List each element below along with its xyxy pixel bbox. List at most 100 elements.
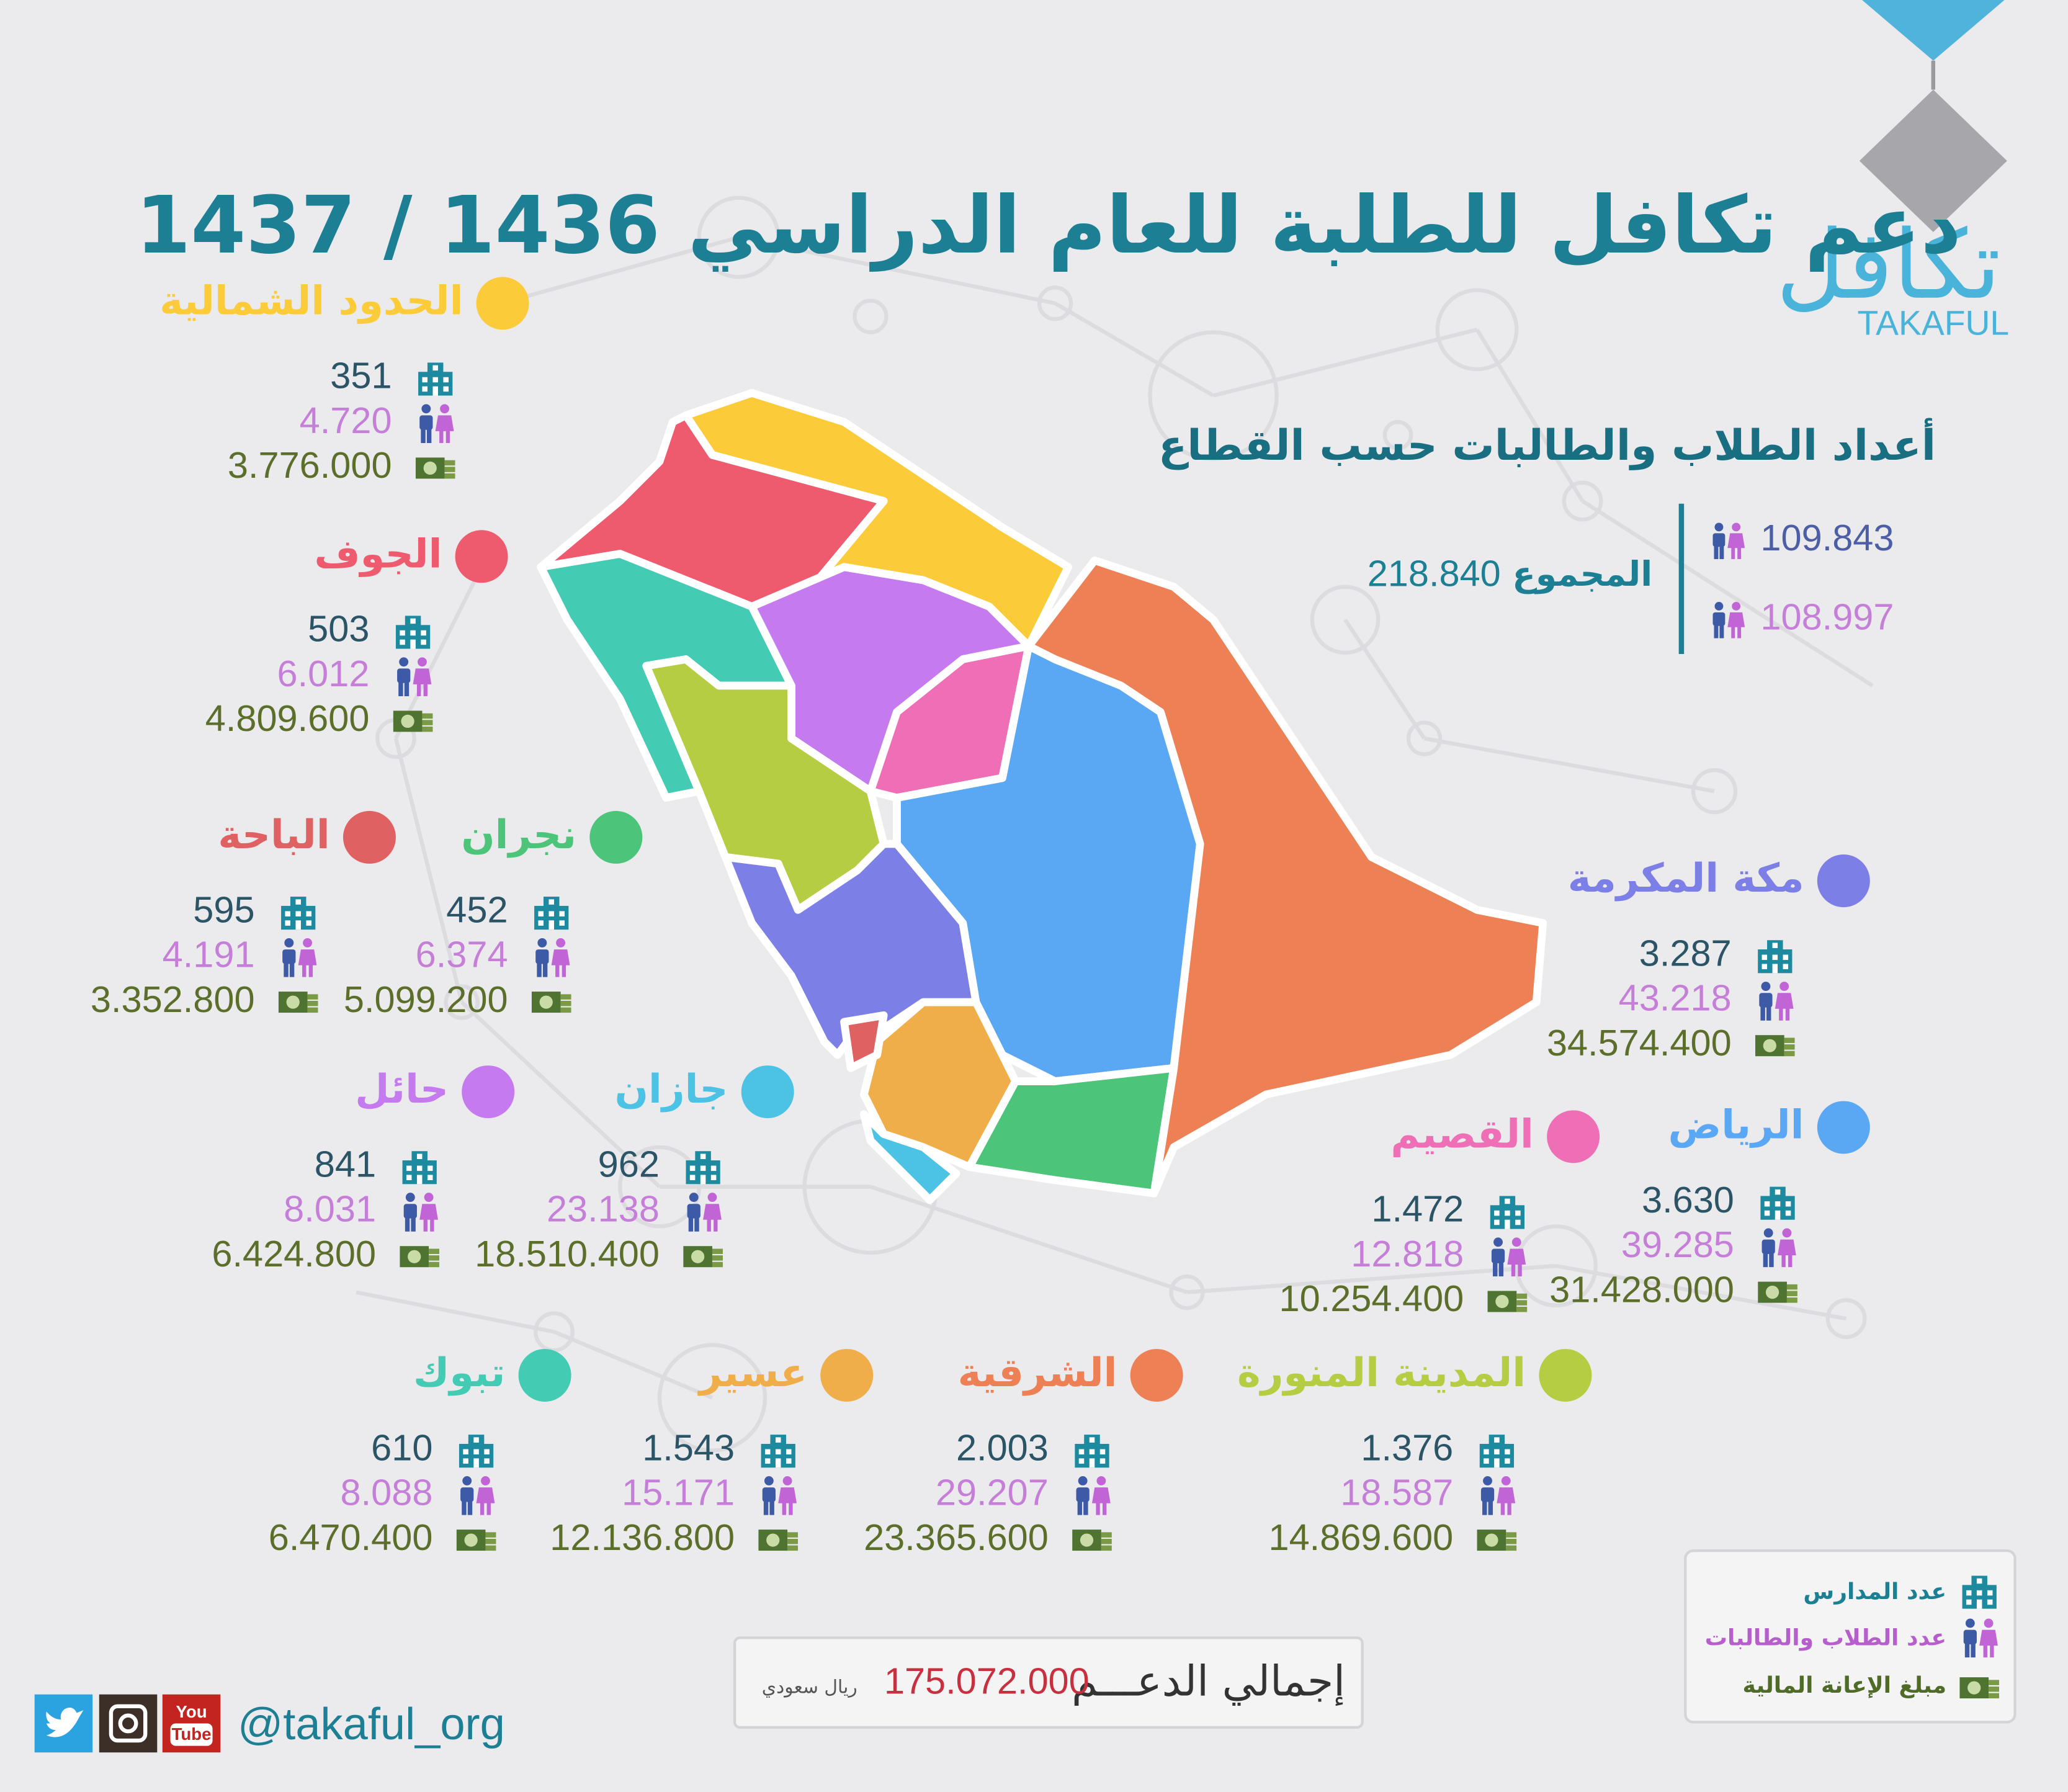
total-count: 218.840 <box>1367 552 1501 594</box>
region-marker <box>1817 1101 1870 1154</box>
region-marker <box>1539 1348 1592 1402</box>
total-support-value: 175.072.000 <box>884 1660 1090 1701</box>
total-support-label: إجمالي الدعـــم <box>1072 1657 1345 1706</box>
schools-value: 1.376 <box>1361 1427 1453 1468</box>
amount-icon <box>1477 1530 1517 1551</box>
twitter-bird <box>46 1707 84 1737</box>
students-value: 18.587 <box>1340 1472 1453 1513</box>
students-icon <box>762 1476 797 1515</box>
region-name: عسير <box>697 1350 807 1396</box>
schools-icon <box>1479 1435 1515 1468</box>
region-marker <box>589 810 643 864</box>
schools-icon <box>281 897 316 930</box>
map <box>537 388 1547 1204</box>
students-value: 4.720 <box>300 400 392 441</box>
legend-icon <box>1959 1677 2000 1699</box>
region-name: القصيم <box>1390 1111 1534 1157</box>
social-handle[interactable]: @takaful_org <box>238 1700 505 1749</box>
amount-icon <box>683 1246 723 1268</box>
students-value: 6.012 <box>277 653 370 694</box>
map-region <box>965 1064 1178 1198</box>
logo: تكافل TAKAFUL <box>1776 0 2009 342</box>
instagram-icon[interactable] <box>99 1694 158 1753</box>
schools-value: 841 <box>315 1143 376 1185</box>
region-name: حائل <box>355 1067 449 1113</box>
schools-value: 610 <box>371 1427 432 1468</box>
schools-value: 962 <box>598 1143 660 1185</box>
region-name: الحدود الشمالية <box>159 278 463 324</box>
amount-value: 12.136.800 <box>550 1516 735 1558</box>
schools-icon <box>418 362 453 396</box>
region-marker <box>476 277 529 330</box>
schools-icon <box>1758 940 1793 974</box>
schools-value: 452 <box>446 889 508 930</box>
logo-shape <box>1862 0 2005 61</box>
amount-icon <box>1755 1035 1795 1057</box>
instagram-glyph <box>118 1713 138 1734</box>
schools-value: 503 <box>308 608 369 650</box>
schools-icon <box>395 616 431 649</box>
students-icon <box>1761 1228 1796 1268</box>
students-icon <box>460 1476 495 1515</box>
total-support: إجمالي الدعـــم 175.072.000 ريال سعودي <box>733 1636 1364 1729</box>
region-name: مكة المكرمة <box>1568 856 1804 902</box>
region-name: الشرقية <box>958 1350 1117 1396</box>
schools-icon <box>761 1435 795 1468</box>
logo-latin: TAKAFUL <box>1858 303 2010 342</box>
region-name: نجران <box>461 812 576 858</box>
region-name: المدينة المنورة <box>1237 1350 1526 1396</box>
amount-value: 34.574.400 <box>1547 1022 1732 1064</box>
students-value: 43.218 <box>1619 977 1732 1019</box>
students-value: 4.191 <box>163 934 255 975</box>
map-region <box>840 1011 888 1072</box>
schools-icon <box>686 1151 720 1185</box>
amount-value: 6.424.800 <box>212 1233 376 1275</box>
region-name: تبوك <box>413 1350 505 1396</box>
amount-value: 14.869.600 <box>1268 1516 1453 1558</box>
schools-value: 595 <box>193 889 254 930</box>
legend-label: عدد الطلاب والطالبات <box>1705 1624 1946 1651</box>
students-value: 8.088 <box>341 1472 433 1513</box>
legend: عدد المدارس عدد الطلاب والطالبات مبلغ ال… <box>1684 1549 2017 1724</box>
students-value: 29.207 <box>936 1472 1049 1513</box>
region-marker <box>342 810 396 864</box>
amount-icon <box>393 710 433 732</box>
region-marker <box>455 530 508 583</box>
map-region <box>859 1110 960 1204</box>
male-count: 109.843 <box>1760 517 1894 558</box>
total-box <box>733 1636 1364 1729</box>
legend-box <box>1684 1549 2017 1724</box>
amount-icon <box>456 1530 496 1551</box>
schools-icon <box>1760 1186 1795 1220</box>
summary-heading: أعداد الطلاب والطالبات حسب القطاع <box>1158 418 1936 470</box>
region-name: الباحة <box>218 812 329 858</box>
students-icon <box>397 657 432 697</box>
amount-value: 5.099.200 <box>344 979 508 1020</box>
amount-value: 6.470.400 <box>269 1516 433 1558</box>
schools-icon <box>534 897 569 930</box>
title: دعم تكافل للطلبة للعام الدراسي 1436 / 14… <box>136 180 1961 272</box>
schools-icon <box>459 1435 494 1468</box>
students-value: 23.138 <box>547 1188 660 1230</box>
schools-value: 3.287 <box>1639 932 1732 974</box>
amount-icon <box>758 1530 799 1551</box>
schools-value: 2.003 <box>956 1427 1049 1468</box>
region-name: الرياض <box>1668 1103 1804 1149</box>
amount-value: 4.809.600 <box>205 697 370 739</box>
amount-icon <box>1072 1530 1112 1551</box>
students-value: 8.031 <box>284 1188 376 1230</box>
region-name: الجوف <box>315 531 442 577</box>
students-icon <box>1480 1476 1516 1515</box>
